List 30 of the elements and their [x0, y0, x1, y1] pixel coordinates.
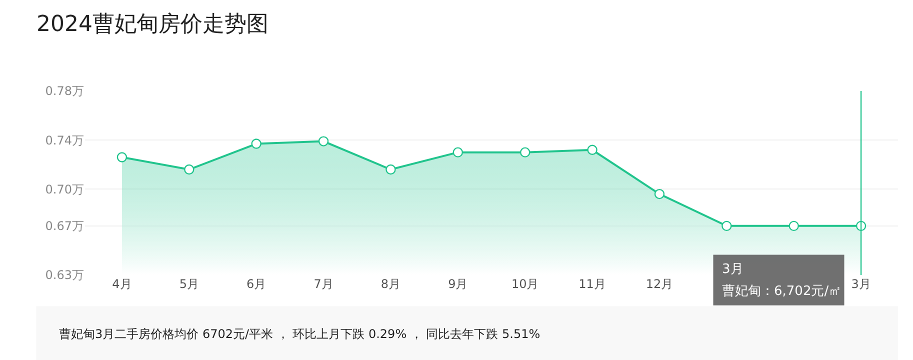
- x-tick-label: 3月: [851, 277, 871, 291]
- point: [722, 220, 732, 232]
- point: [251, 138, 262, 149]
- text: 曹妃甸3月二手房价格均价 6702元/平米 ， 环比上月下跌 0.29% ， 同比去年下跌 5.51%: [59, 327, 540, 341]
- x-tick-label: 11月: [578, 277, 606, 291]
- x-tick-label: 10月: [511, 277, 539, 291]
- chart-title: 2024曹妃甸房价走势图: [36, 12, 269, 38]
- point: [318, 136, 329, 146]
- x-tick-label: 6月: [246, 277, 266, 291]
- text: 曹妃甸：6,702元/㎡: [722, 284, 842, 299]
- point: [520, 147, 530, 158]
- x-tick-label: 8月: [380, 277, 401, 291]
- point: [587, 144, 598, 155]
- x-tick-label: 12月: [646, 277, 674, 291]
- point: [386, 164, 396, 175]
- annotation: 3月: [722, 262, 744, 277]
- y-tick-label: 0.63万: [45, 268, 84, 282]
- y-tick-label: 0.67万: [45, 219, 84, 234]
- x-tick-label: 5月: [179, 277, 199, 291]
- x-tick-label: 9月: [448, 277, 468, 291]
- point: [116, 152, 128, 162]
- y-tick-label: 0.74万: [45, 133, 84, 148]
- x-tick-label: 7月: [314, 277, 334, 291]
- y-tick-label: 0.70万: [45, 182, 84, 196]
- point: [452, 147, 463, 158]
- point: [184, 164, 194, 175]
- point: [654, 188, 665, 200]
- x-tick-label: 4月: [112, 277, 132, 291]
- y-tick-label: 0.78万: [45, 84, 84, 98]
- point: [788, 220, 799, 232]
